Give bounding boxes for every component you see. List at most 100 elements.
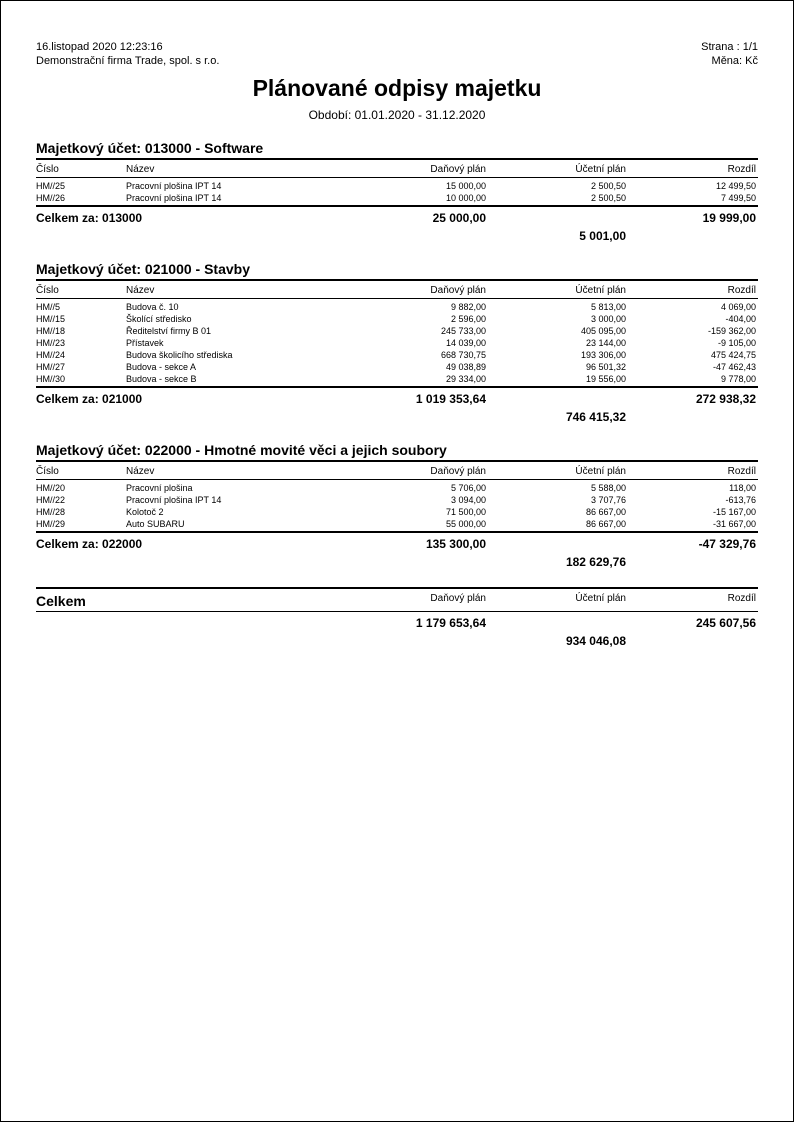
cell-number: HM//20: [36, 483, 126, 493]
cell-number: HM//29: [36, 519, 126, 529]
company-name: Demonstrační firma Trade, spol. s r.o.: [36, 55, 219, 67]
col-diff: Rozdíl: [626, 285, 756, 296]
col-tax: Daňový plán: [346, 285, 486, 296]
header-sub: Demonstrační firma Trade, spol. s r.o. M…: [36, 55, 758, 67]
column-headers: ČísloNázevDaňový plánÚčetní plánRozdíl: [36, 164, 758, 178]
grand-diff: 245 607,56: [626, 616, 756, 630]
section-title: Majetkový účet: 013000 - Software: [36, 140, 758, 160]
subtotal-row: Celkem za: 0210001 019 353,64272 938,32: [36, 387, 758, 406]
page-number: Strana : 1/1: [701, 41, 758, 53]
cell-diff: 9 778,00: [626, 374, 756, 384]
cell-tax: 55 000,00: [346, 519, 486, 529]
cell-name: Pracovní plošina IPT 14: [126, 193, 346, 203]
cell-tax: 15 000,00: [346, 181, 486, 191]
subtotal-diff: -47 329,76: [626, 537, 756, 551]
subtotal-acc: 182 629,76: [486, 555, 626, 569]
cell-acc: 405 095,00: [486, 326, 626, 336]
cell-tax: 10 000,00: [346, 193, 486, 203]
cell-acc: 23 144,00: [486, 338, 626, 348]
grand-tax: 1 179 653,64: [346, 616, 486, 630]
table-row: HM//24Budova školicího střediska668 730,…: [36, 349, 758, 361]
cell-diff: 12 499,50: [626, 181, 756, 191]
cell-diff: 4 069,00: [626, 302, 756, 312]
report-period: Období: 01.01.2020 - 31.12.2020: [36, 108, 758, 122]
cell-diff: -613,76: [626, 495, 756, 505]
table-row: HM//30Budova - sekce B29 334,0019 556,00…: [36, 373, 758, 387]
cell-number: HM//5: [36, 302, 126, 312]
subtotal-row: Celkem za: 01300025 000,0019 999,00: [36, 206, 758, 225]
col-number: Číslo: [36, 466, 126, 477]
col-diff: Rozdíl: [626, 164, 756, 175]
cell-tax: 668 730,75: [346, 350, 486, 360]
table-row: HM//15Školící středisko2 596,003 000,00-…: [36, 313, 758, 325]
subtotal-label: Celkem za: 022000: [36, 537, 346, 551]
cell-acc: 86 667,00: [486, 519, 626, 529]
cell-name: Ředitelství firmy B 01: [126, 326, 346, 336]
table-row: HM//28Kolotoč 271 500,0086 667,00-15 167…: [36, 506, 758, 518]
cell-number: HM//18: [36, 326, 126, 336]
cell-diff: -15 167,00: [626, 507, 756, 517]
cell-number: HM//15: [36, 314, 126, 324]
cell-acc: 5 813,00: [486, 302, 626, 312]
subtotal-tax: 25 000,00: [346, 211, 486, 225]
subtotal-acc: 746 415,32: [486, 410, 626, 424]
cell-acc: 3 000,00: [486, 314, 626, 324]
cell-name: Budova - sekce A: [126, 362, 346, 372]
table-row: HM//25Pracovní plošina IPT 1415 000,002 …: [36, 180, 758, 192]
cell-acc: 19 556,00: [486, 374, 626, 384]
cell-name: Auto SUBARU: [126, 519, 346, 529]
cell-diff: -31 667,00: [626, 519, 756, 529]
cell-name: Budova č. 10: [126, 302, 346, 312]
col-tax: Daňový plán: [346, 466, 486, 477]
cell-name: Školící středisko: [126, 314, 346, 324]
cell-number: HM//26: [36, 193, 126, 203]
subtotal-tax: 135 300,00: [346, 537, 486, 551]
cell-tax: 9 882,00: [346, 302, 486, 312]
header-top: 16.listopad 2020 12:23:16 Strana : 1/1: [36, 41, 758, 53]
grand-col-diff: Rozdíl: [626, 593, 756, 609]
table-row: HM//27Budova - sekce A49 038,8996 501,32…: [36, 361, 758, 373]
cell-acc: 5 588,00: [486, 483, 626, 493]
grand-total-row1: 1 179 653,64 245 607,56: [36, 612, 758, 630]
cell-tax: 5 706,00: [346, 483, 486, 493]
grand-total-header: Celkem Daňový plán Účetní plán Rozdíl: [36, 587, 758, 612]
table-row: HM//18Ředitelství firmy B 01245 733,0040…: [36, 325, 758, 337]
subtotal-diff: 272 938,32: [626, 392, 756, 406]
subtotal-acc: 5 001,00: [486, 229, 626, 243]
cell-tax: 245 733,00: [346, 326, 486, 336]
subtotal-row: Celkem za: 022000135 300,00 -47 329,76: [36, 532, 758, 551]
col-acc: Účetní plán: [486, 164, 626, 175]
section-title: Majetkový účet: 022000 - Hmotné movité v…: [36, 442, 758, 462]
col-acc: Účetní plán: [486, 285, 626, 296]
cell-diff: -47 462,43: [626, 362, 756, 372]
table-row: HM//5Budova č. 109 882,005 813,004 069,0…: [36, 301, 758, 313]
cell-acc: 3 707,76: [486, 495, 626, 505]
table-row: HM//20Pracovní plošina5 706,005 588,0011…: [36, 482, 758, 494]
col-name: Název: [126, 285, 346, 296]
col-acc: Účetní plán: [486, 466, 626, 477]
grand-total-row2: 934 046,08: [36, 634, 758, 648]
cell-name: Budova školicího střediska: [126, 350, 346, 360]
table-row: HM//29Auto SUBARU55 000,0086 667,00-31 6…: [36, 518, 758, 532]
subtotal-acc-row: 182 629,76: [36, 555, 758, 569]
table-row: HM//22Pracovní plošina IPT 143 094,003 7…: [36, 494, 758, 506]
grand-total-label: Celkem: [36, 593, 346, 609]
cell-number: HM//28: [36, 507, 126, 517]
table-row: HM//26Pracovní plošina IPT 1410 000,002 …: [36, 192, 758, 206]
currency-label: Měna: Kč: [712, 55, 758, 67]
cell-number: HM//23: [36, 338, 126, 348]
cell-tax: 14 039,00: [346, 338, 486, 348]
cell-diff: -404,00: [626, 314, 756, 324]
cell-diff: 118,00: [626, 483, 756, 493]
cell-name: Kolotoč 2: [126, 507, 346, 517]
subtotal-tax: 1 019 353,64: [346, 392, 486, 406]
cell-diff: -9 105,00: [626, 338, 756, 348]
col-name: Název: [126, 164, 346, 175]
table-row: HM//23Přístavek14 039,0023 144,00-9 105,…: [36, 337, 758, 349]
grand-col-acc: Účetní plán: [486, 593, 626, 609]
cell-acc: 193 306,00: [486, 350, 626, 360]
cell-number: HM//24: [36, 350, 126, 360]
cell-diff: -159 362,00: [626, 326, 756, 336]
cell-tax: 3 094,00: [346, 495, 486, 505]
subtotal-diff: 19 999,00: [626, 211, 756, 225]
